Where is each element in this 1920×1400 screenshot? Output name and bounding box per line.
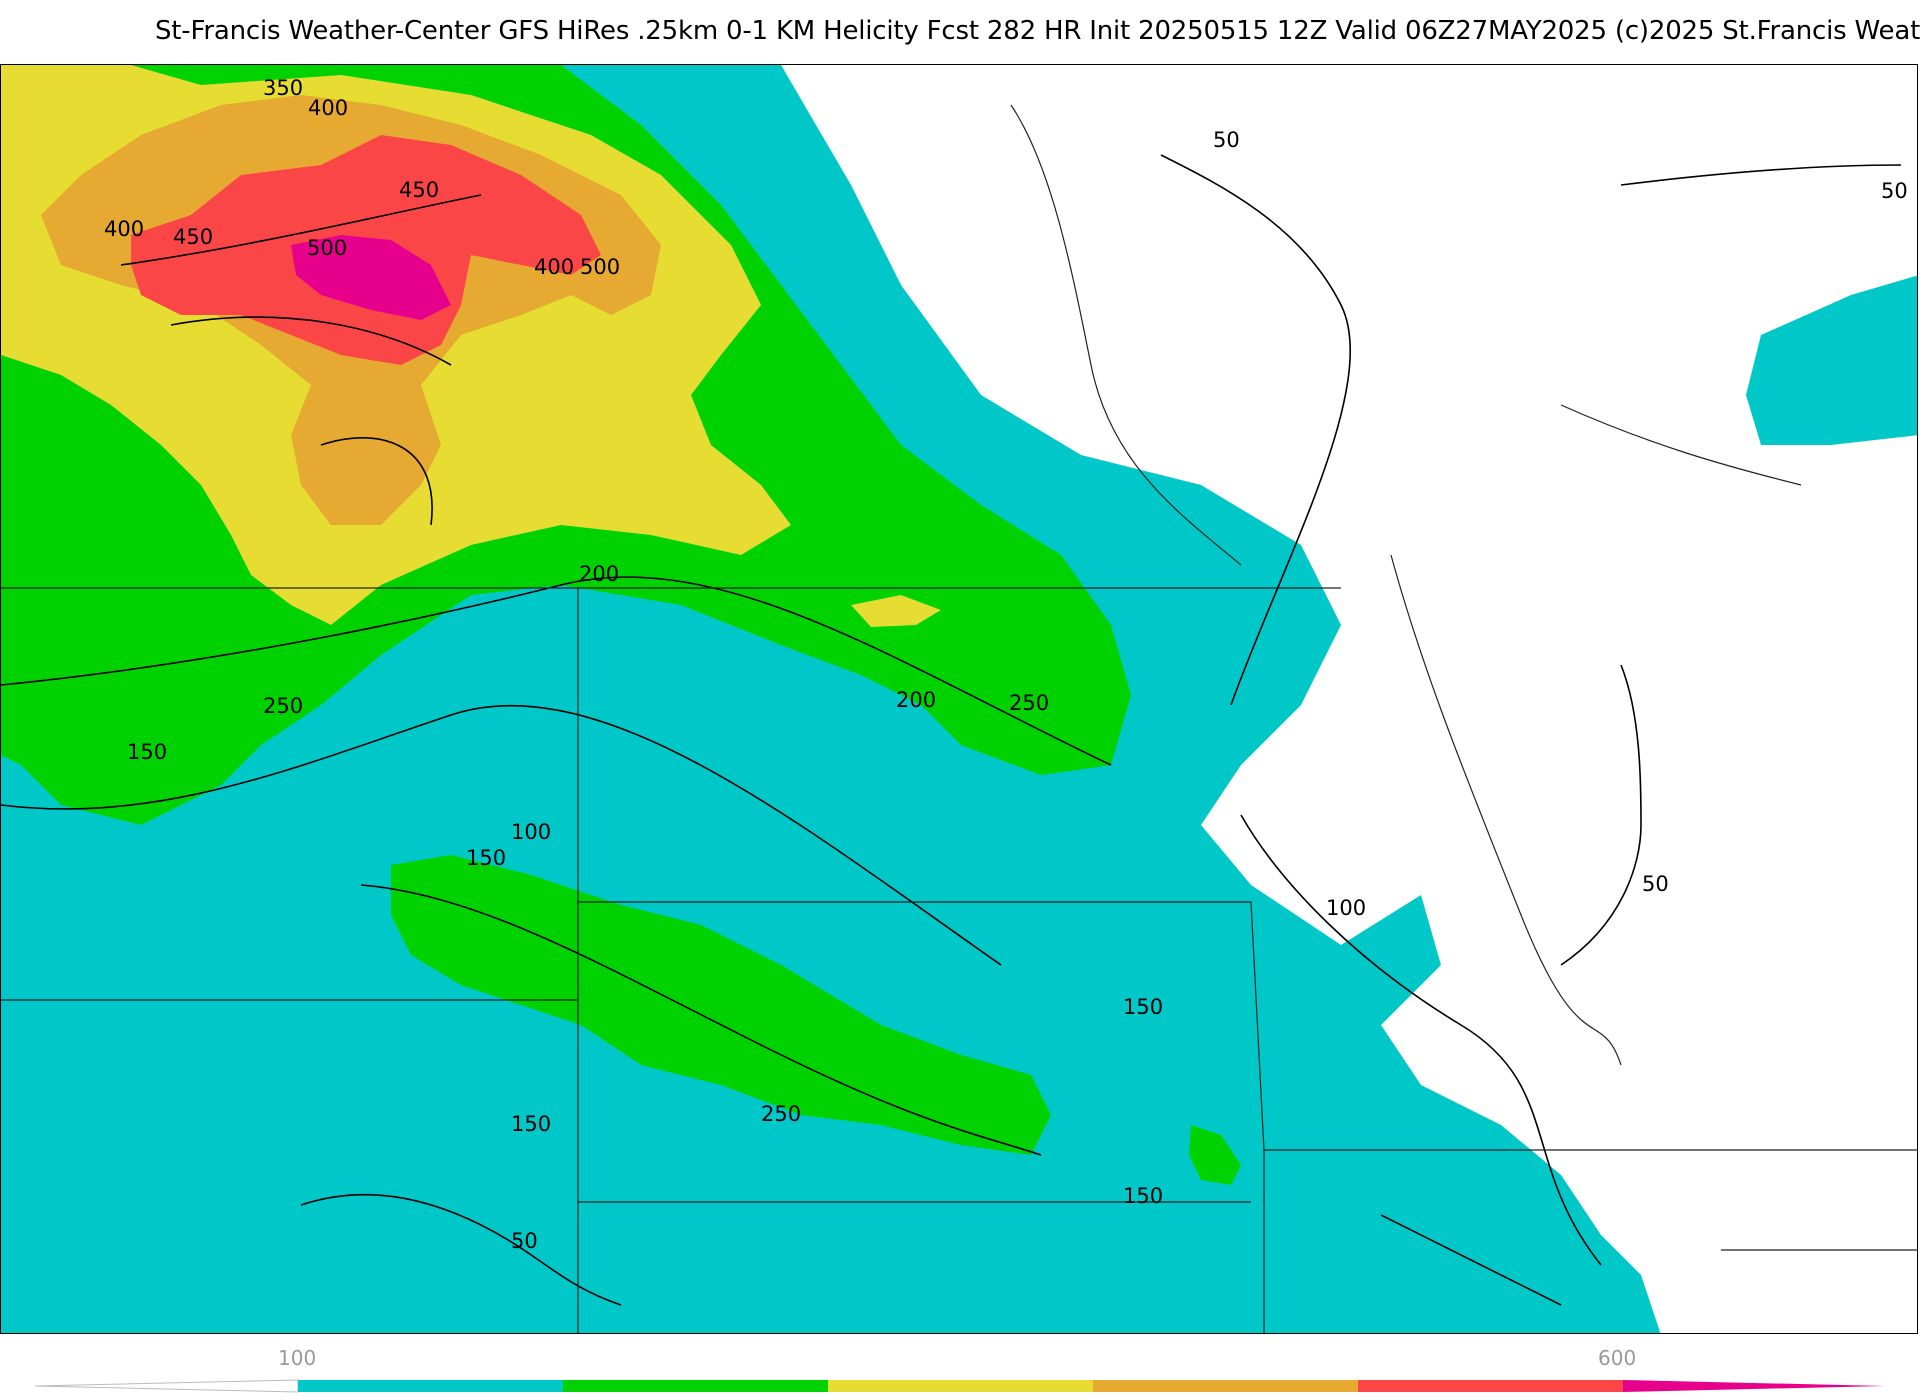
contour-line — [1, 576, 1112, 766]
contour-line — [300, 1193, 622, 1306]
legend-left-arrow — [34, 1379, 299, 1393]
contour-line — [120, 194, 482, 266]
legend-swatch-green — [563, 1380, 828, 1392]
contour-label-l250c: 250 — [761, 1102, 801, 1126]
contour-label-l400c: 400 — [534, 255, 574, 279]
legend-swatch-orange — [1093, 1380, 1358, 1392]
state-border — [578, 901, 1917, 1151]
contour-label-l50c: 50 — [1642, 872, 1669, 896]
contour-label-l100a: 100 — [511, 820, 551, 844]
helicity-map: 350 400 400 450 450 500 400 500 50 50 200 250 150 200… — [0, 64, 1918, 1334]
map-title: St-Francis Weather-Center GFS HiRes .25k… — [155, 16, 1920, 46]
contour-line — [1620, 164, 1902, 186]
teal-region-east — [1746, 275, 1917, 445]
contour-line — [1380, 1214, 1562, 1306]
coastline — [1010, 104, 1242, 566]
contour-label-l50d: 50 — [511, 1229, 538, 1253]
contour-line — [1240, 814, 1602, 1266]
green-region-south — [391, 855, 1051, 1155]
contour-label-l150d: 150 — [511, 1112, 551, 1136]
contour-label-l250a: 250 — [263, 694, 303, 718]
contour-line — [1, 704, 1002, 966]
contour-label-l200b: 200 — [896, 688, 936, 712]
contour-label-l250b: 250 — [1009, 691, 1049, 715]
contour-label-l50b: 50 — [1881, 179, 1908, 203]
yellow-spot — [851, 595, 941, 627]
contour-label-l350: 350 — [263, 76, 303, 100]
contour-line — [1560, 664, 1642, 966]
contour-label-l100b: 100 — [1326, 896, 1366, 920]
contour-label-l450b: 450 — [399, 178, 439, 202]
color-legend: 100 600 — [0, 1336, 1920, 1400]
contour-line — [170, 316, 452, 366]
contour-label-l450a: 450 — [173, 225, 213, 249]
green-region-small — [1189, 1125, 1241, 1185]
legend-tick-min: 100 — [278, 1346, 317, 1370]
coastline — [1390, 554, 1622, 1066]
legend-right-arrow — [1623, 1380, 1885, 1392]
coastline — [1560, 404, 1802, 486]
contour-label-l500a: 500 — [307, 236, 347, 260]
contour-label-l400a: 400 — [308, 96, 348, 120]
contour-line — [320, 437, 433, 526]
contour-label-l150a: 150 — [127, 740, 167, 764]
contour-label-l400b: 400 — [104, 217, 144, 241]
contour-label-l150b: 150 — [466, 846, 506, 870]
header: St-Francis Weather-Center GFS HiRes .25k… — [0, 0, 1920, 64]
contour-label-l200a: 200 — [579, 562, 619, 586]
contour-label-l150c: 150 — [1123, 995, 1163, 1019]
contour-line — [360, 884, 1042, 1156]
contour-label-l150e: 150 — [1123, 1184, 1163, 1208]
contour-label-l50a: 50 — [1213, 128, 1240, 152]
contour-label-l500b: 500 — [580, 255, 620, 279]
legend-swatch-red — [1358, 1380, 1623, 1392]
legend-swatch-yellow — [828, 1380, 1093, 1392]
legend-bar — [34, 1379, 1885, 1393]
legend-swatch-teal — [298, 1380, 563, 1392]
contour-line — [1160, 154, 1351, 706]
magenta-region — [291, 235, 451, 320]
legend-tick-max: 600 — [1598, 1346, 1637, 1370]
